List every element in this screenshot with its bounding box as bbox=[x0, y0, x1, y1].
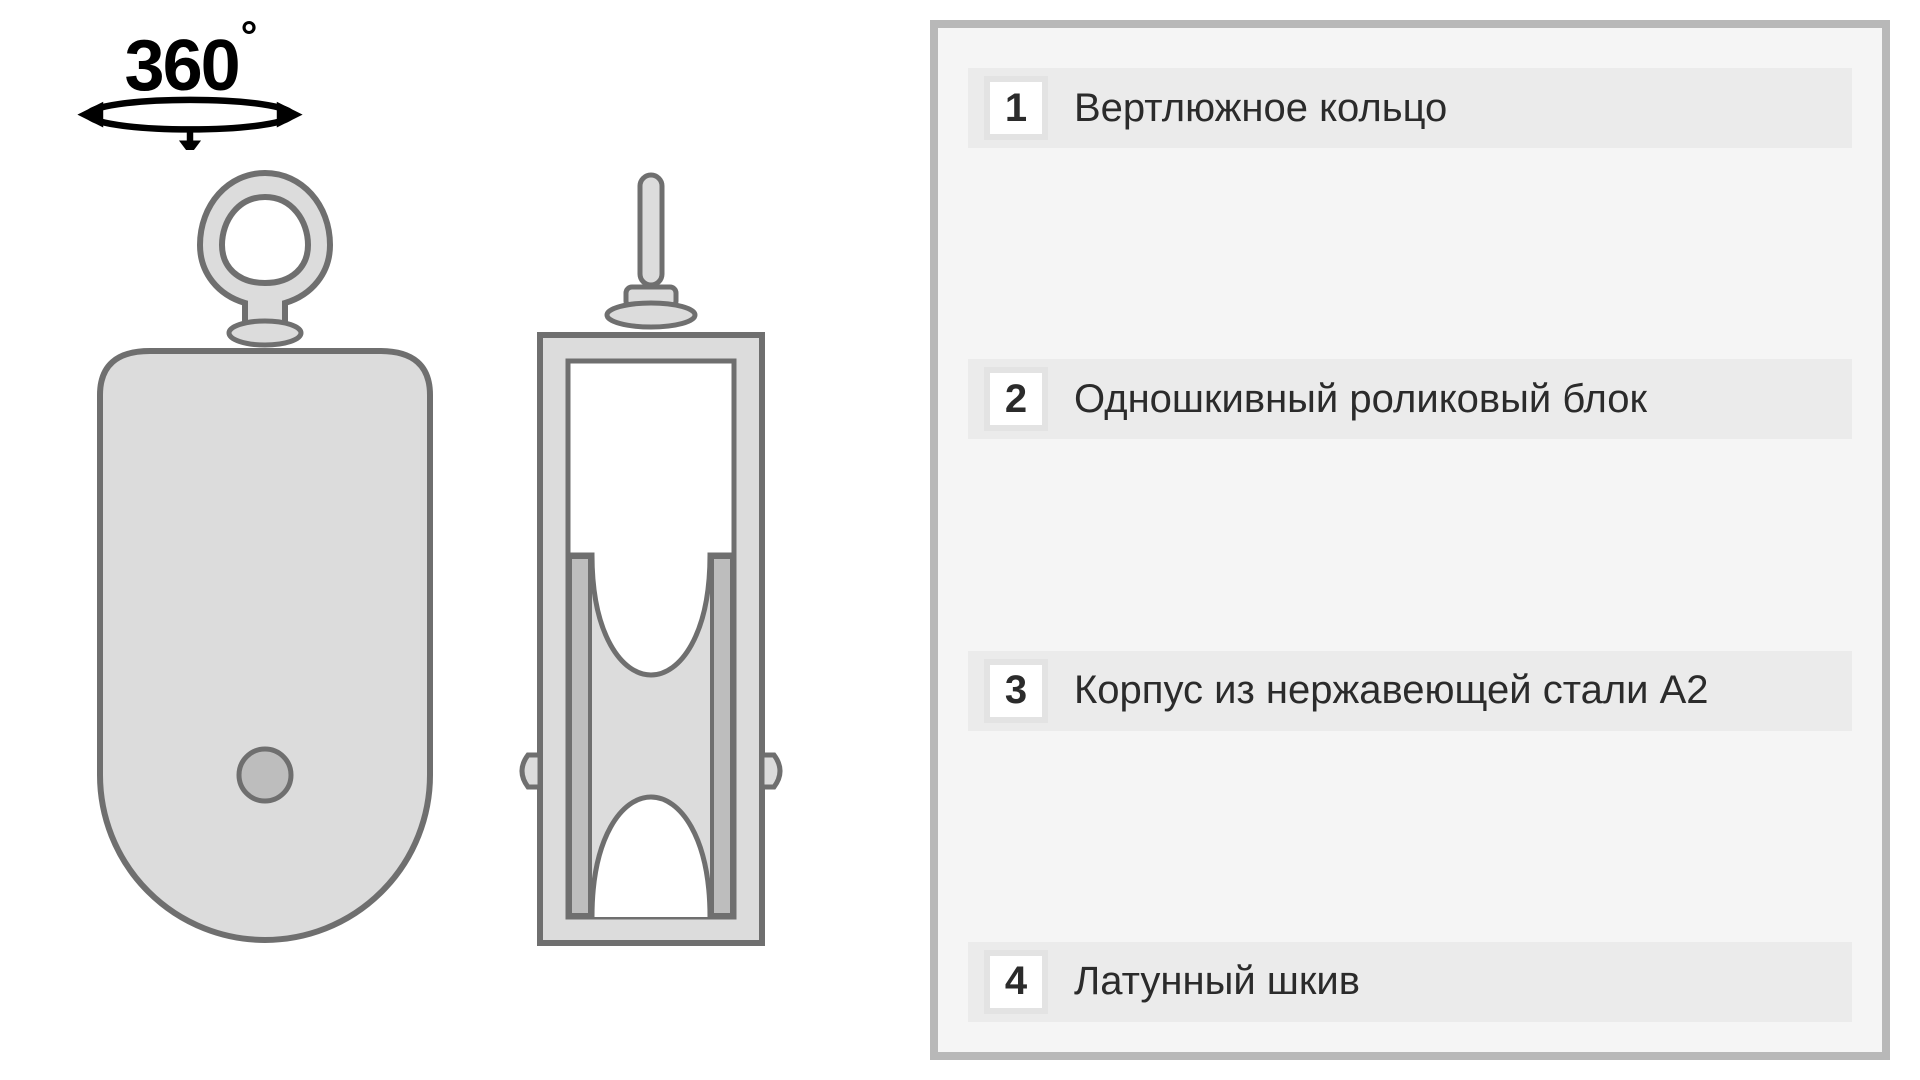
legend-num: 2 bbox=[984, 367, 1048, 431]
legend-panel: 1 Вертлюжное кольцо 2 Одношкивный ролико… bbox=[930, 20, 1890, 1060]
legend-label: Корпус из нержавеющей стали A2 bbox=[1074, 668, 1709, 713]
rotate-360-icon: 360° bbox=[60, 30, 320, 150]
side-view bbox=[522, 175, 780, 943]
legend-label: Латунный шкив bbox=[1074, 959, 1360, 1004]
legend-label: Одношкивный роликовый блок bbox=[1074, 377, 1647, 422]
pulley-diagram bbox=[40, 155, 910, 1055]
front-view bbox=[100, 173, 430, 940]
legend-row: 2 Одношкивный роликовый блок bbox=[968, 359, 1852, 439]
legend-row: 4 Латунный шкив bbox=[968, 942, 1852, 1022]
legend-num: 4 bbox=[984, 950, 1048, 1014]
legend-row: 1 Вертлюжное кольцо bbox=[968, 68, 1852, 148]
badge-degree: ° bbox=[241, 12, 258, 59]
legend-num: 1 bbox=[984, 76, 1048, 140]
badge-number: 360 bbox=[125, 26, 239, 106]
legend-num: 3 bbox=[984, 659, 1048, 723]
legend-row: 3 Корпус из нержавеющей стали A2 bbox=[968, 651, 1852, 731]
legend-label: Вертлюжное кольцо bbox=[1074, 86, 1447, 131]
